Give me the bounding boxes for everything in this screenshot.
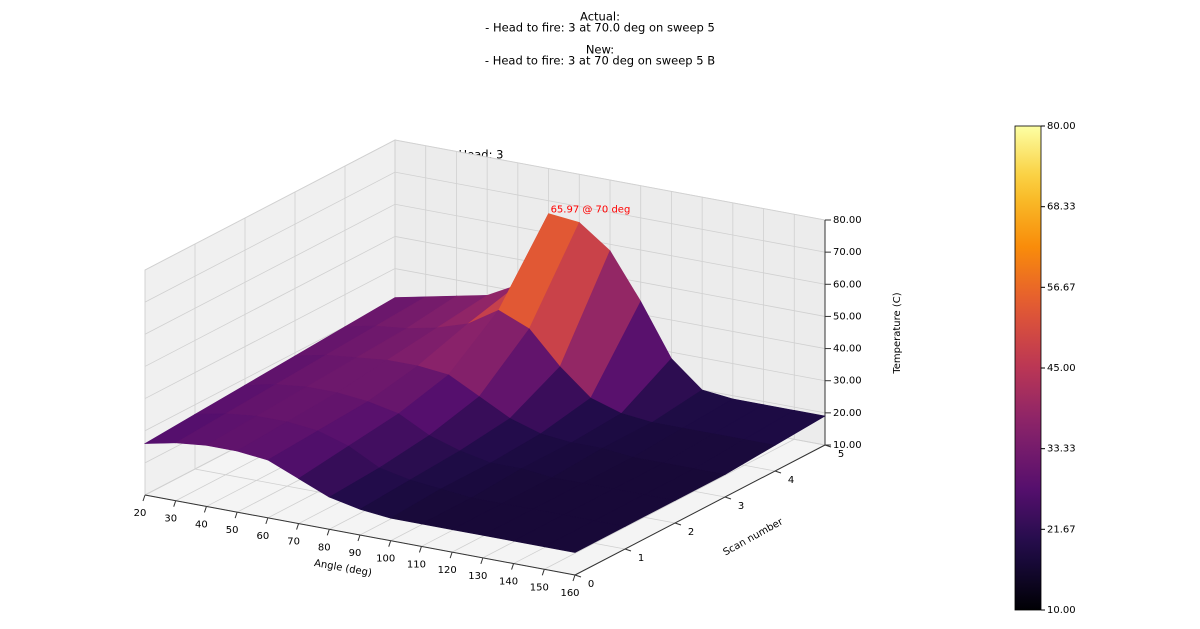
x-tick-label: 150 xyxy=(530,582,549,593)
x-tick xyxy=(388,540,392,547)
y-tick-label: 3 xyxy=(738,501,744,512)
colorbar-tick-label: 56.67 xyxy=(1047,282,1076,293)
x-tick xyxy=(572,574,576,582)
z-tick-label: 30.00 xyxy=(833,376,862,387)
colorbar-tick-label: 10.00 xyxy=(1047,605,1076,616)
x-tick xyxy=(480,557,484,565)
x-tick xyxy=(142,494,146,502)
colorbar-tick-label: 68.33 xyxy=(1047,202,1076,213)
x-tick xyxy=(511,563,515,570)
x-tick-label: 80 xyxy=(318,542,331,553)
y-tick-label: 4 xyxy=(788,475,794,486)
y-tick xyxy=(724,496,732,500)
surface-cell xyxy=(543,520,626,553)
x-tick xyxy=(234,511,238,519)
colorbar-tick-label: 45.00 xyxy=(1047,363,1076,374)
x-tick-label: 120 xyxy=(438,565,457,576)
colorbar-tick-label: 21.67 xyxy=(1047,524,1076,535)
y-axis-label: Scan number xyxy=(721,516,785,558)
x-axis-label: Angle (deg) xyxy=(313,558,372,579)
annotation: 65.97 @ 70 deg xyxy=(551,205,631,216)
grid-line xyxy=(144,203,826,335)
x-tick-label: 40 xyxy=(195,519,208,530)
y-tick xyxy=(574,574,582,578)
y-tick xyxy=(674,522,682,526)
x-tick-label: 140 xyxy=(499,577,518,588)
z-tick-label: 40.00 xyxy=(833,344,862,355)
z-tick-label: 80.00 xyxy=(833,215,862,226)
x-tick-label: 90 xyxy=(349,548,362,559)
title-line: New: xyxy=(586,43,614,57)
z-tick-label: 10.00 xyxy=(833,440,862,451)
z-tick-label: 60.00 xyxy=(833,279,862,290)
x-tick xyxy=(418,546,422,553)
y-tick xyxy=(624,548,632,552)
x-tick xyxy=(326,529,330,536)
x-tick xyxy=(265,517,269,525)
grid-line xyxy=(144,236,826,367)
colorbar-tick-label: 80.00 xyxy=(1047,121,1076,132)
title-line: - Head to fire: 3 at 70 deg on sweep 5 B xyxy=(485,54,715,68)
x-tick-label: 160 xyxy=(560,588,579,599)
x-tick xyxy=(203,506,207,513)
y-tick xyxy=(774,470,782,474)
y-tick-label: 0 xyxy=(588,579,594,590)
x-tick-label: 50 xyxy=(226,525,239,536)
title-line: Actual: xyxy=(580,10,620,24)
x-tick-label: 70 xyxy=(287,537,300,548)
x-tick-label: 130 xyxy=(468,571,487,582)
x-axis-line xyxy=(144,494,576,576)
x-tick xyxy=(173,500,177,507)
z-tick-label: 50.00 xyxy=(833,311,862,322)
grid-line xyxy=(144,139,826,271)
x-tick xyxy=(357,534,361,542)
x-tick-label: 30 xyxy=(164,514,177,525)
x-tick-label: 100 xyxy=(376,554,395,565)
y-axis-line xyxy=(574,444,826,576)
x-tick xyxy=(541,569,545,576)
x-tick xyxy=(296,523,300,530)
x-tick-label: 110 xyxy=(407,559,426,570)
title-line: - Head to fire: 3 at 70.0 deg on sweep 5 xyxy=(485,21,715,35)
grid-line xyxy=(144,268,826,399)
z-tick-label: 70.00 xyxy=(833,247,862,258)
y-tick-label: 5 xyxy=(838,449,844,460)
x-tick-label: 60 xyxy=(256,531,269,542)
z-tick-label: 20.00 xyxy=(833,408,862,419)
z-axis-label: Temperature (C) xyxy=(892,292,903,374)
grid-line xyxy=(144,171,826,303)
y-tick-label: 2 xyxy=(688,527,694,538)
colorbar-tick-label: 33.33 xyxy=(1047,444,1076,455)
y-tick-label: 1 xyxy=(638,553,644,564)
colorbar xyxy=(1014,125,1042,611)
x-tick-label: 20 xyxy=(134,508,147,519)
x-tick xyxy=(449,551,453,559)
